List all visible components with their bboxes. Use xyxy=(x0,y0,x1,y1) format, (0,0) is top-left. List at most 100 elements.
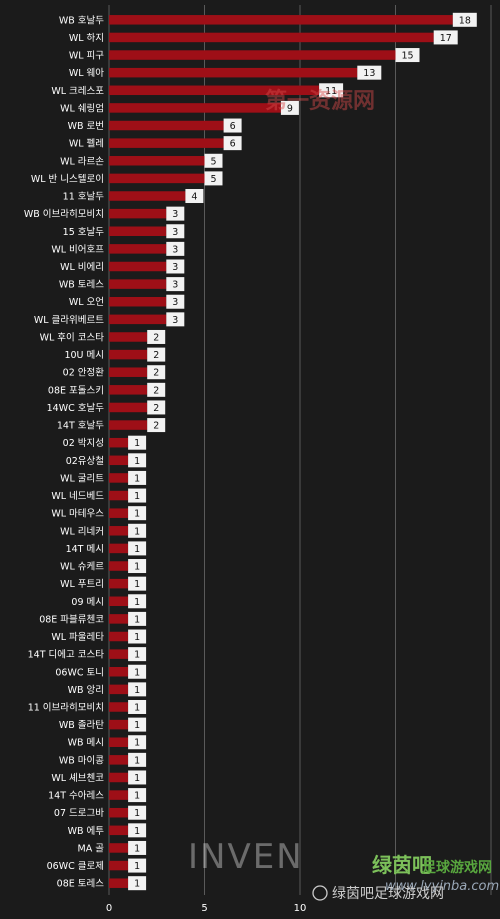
value-label-bg xyxy=(223,136,242,151)
value-label-bg xyxy=(128,594,147,609)
bar xyxy=(109,596,129,607)
category-label: WB 호날두 xyxy=(59,15,104,26)
bar xyxy=(109,578,129,589)
value-label: 1 xyxy=(134,879,140,890)
category-label: WL 푸트리 xyxy=(60,579,104,590)
value-label-bg xyxy=(128,805,147,820)
category-label: 11 호날두 xyxy=(63,192,105,203)
value-label-bg xyxy=(166,224,185,239)
bar xyxy=(109,878,129,888)
value-label-bg xyxy=(128,559,147,574)
bar xyxy=(109,244,167,254)
category-label: WL 펠레 xyxy=(69,138,104,150)
bar xyxy=(109,385,148,395)
bar xyxy=(109,649,129,659)
value-label-bg xyxy=(147,418,166,433)
value-label-bg xyxy=(128,629,147,644)
category-label: 15 호날두 xyxy=(63,227,105,238)
watermark-logo-cn: 绿茵吧 xyxy=(372,853,432,877)
value-label-bg xyxy=(223,118,242,133)
bar xyxy=(109,543,129,554)
value-label-bg xyxy=(319,83,344,98)
value-label-bg xyxy=(128,523,147,538)
bar xyxy=(109,156,205,166)
value-label: 3 xyxy=(172,209,178,220)
category-label: 14WC 호날두 xyxy=(47,403,105,414)
value-label: 3 xyxy=(172,227,178,238)
value-label: 1 xyxy=(134,702,140,713)
bar xyxy=(109,684,129,695)
bar xyxy=(109,367,148,377)
value-label: 2 xyxy=(153,332,159,343)
bar xyxy=(109,296,167,307)
value-label: 17 xyxy=(440,33,452,44)
category-label: WB 로번 xyxy=(68,121,104,132)
value-label: 1 xyxy=(134,614,140,625)
category-label: WB 졸라탄 xyxy=(59,720,104,731)
category-label: WL 크레스포 xyxy=(51,86,104,97)
value-label: 1 xyxy=(134,685,140,696)
bar xyxy=(109,420,148,430)
category-label: 06WC 토니 xyxy=(55,667,104,678)
category-label: 14T 호날두 xyxy=(57,421,104,432)
bar xyxy=(109,473,129,483)
value-label: 1 xyxy=(134,826,140,837)
value-label: 3 xyxy=(172,262,178,273)
bar xyxy=(109,349,148,360)
bar xyxy=(109,702,129,712)
value-label: 1 xyxy=(134,720,140,731)
value-label: 3 xyxy=(172,280,178,291)
bar xyxy=(109,860,129,871)
value-label-bg xyxy=(166,312,185,327)
value-label-bg xyxy=(128,647,147,662)
category-label: 08E 토레스 xyxy=(57,879,105,890)
category-labels: WB 호날두 WL 하지 WL 피구 WL 웨아 WL 크레스포 WL 쉐링엄 WB 로번 W… xyxy=(24,15,104,889)
category-label: 02 박지성 xyxy=(63,438,104,449)
bar xyxy=(109,50,396,60)
category-label: WL 피구 xyxy=(69,51,104,62)
value-label: 1 xyxy=(134,597,140,608)
x-tick-label: 5 xyxy=(201,903,207,914)
value-label: 1 xyxy=(134,632,140,643)
value-label-bg xyxy=(147,382,166,397)
bar xyxy=(109,719,129,730)
watermark-inven: INVEN xyxy=(188,837,304,877)
value-label: 5 xyxy=(211,156,217,167)
value-label: 11 xyxy=(325,86,337,97)
category-label: 07 드로그바 xyxy=(54,808,104,819)
value-label-bg xyxy=(128,470,147,485)
bar xyxy=(109,32,434,43)
value-label: 1 xyxy=(134,544,140,555)
category-label: 02 안정환 xyxy=(63,367,105,379)
bar xyxy=(109,614,129,624)
x-axis-ticks: 0 5 10 xyxy=(106,903,307,914)
value-label-bg xyxy=(128,752,147,767)
value-label-bg xyxy=(147,329,166,344)
bar xyxy=(109,314,167,325)
bar xyxy=(109,737,129,747)
value-label: 1 xyxy=(134,526,140,537)
category-label: 08E 포돌스키 xyxy=(48,385,104,396)
bar xyxy=(109,15,453,25)
bar xyxy=(109,120,224,131)
value-label: 1 xyxy=(134,579,140,590)
value-label-bg xyxy=(204,171,223,186)
category-label: WB 토레스 xyxy=(59,280,104,291)
value-label-bg xyxy=(128,788,147,803)
value-label-bg xyxy=(166,259,185,274)
value-label: 2 xyxy=(153,403,159,414)
bar xyxy=(109,437,129,448)
bar xyxy=(109,490,129,501)
value-label-bg xyxy=(128,506,147,521)
value-label-bg xyxy=(395,48,420,63)
bar xyxy=(109,526,129,536)
value-label-bg xyxy=(204,153,223,168)
category-label: 02유상철 xyxy=(66,456,104,467)
category-label: WB 앙리 xyxy=(68,684,104,696)
value-label: 2 xyxy=(153,350,159,361)
watermark-logo-sub: 足球游戏网 xyxy=(422,859,492,876)
bar xyxy=(109,279,167,289)
value-label-bg xyxy=(357,65,382,80)
category-label: WL 파울레타 xyxy=(51,632,104,643)
